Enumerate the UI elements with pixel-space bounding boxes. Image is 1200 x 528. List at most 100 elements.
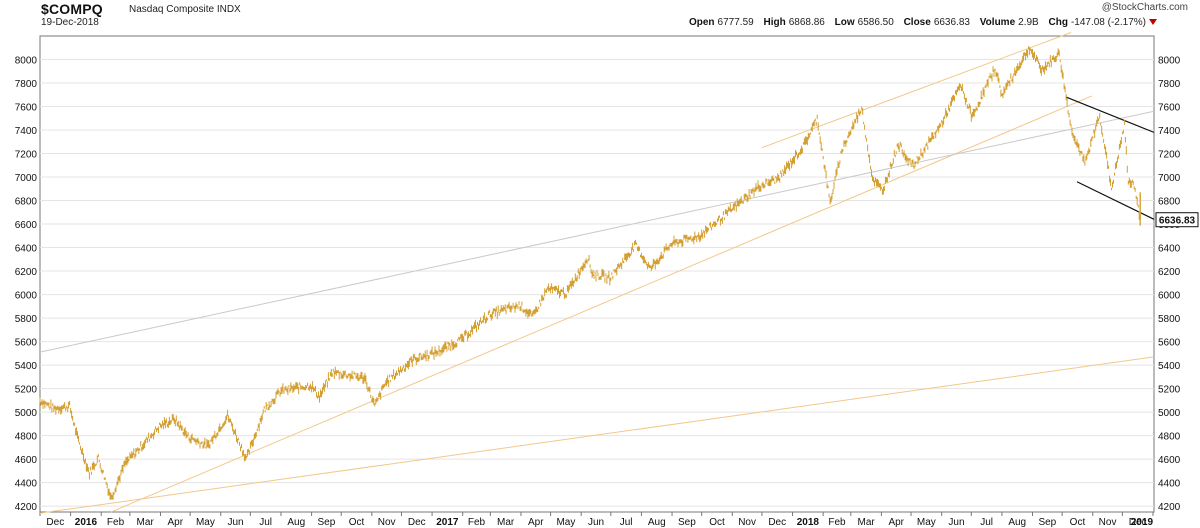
x-tick-label: Aug: [1008, 517, 1026, 528]
close-value: 6636.83: [933, 17, 970, 28]
low-value: 6586.50: [857, 17, 894, 28]
channel-line: [1065, 96, 1155, 133]
y-tick-label-right: 7400: [1158, 126, 1181, 137]
x-tick-label: Feb: [107, 517, 125, 528]
y-tick-label-left: 7200: [15, 150, 38, 161]
x-tick-label: Jul: [980, 517, 993, 528]
low-label: Low: [834, 17, 855, 28]
y-tick-label-right: 8000: [1158, 56, 1181, 67]
x-tick-label: Oct: [709, 517, 725, 528]
x-tick-label: Jul: [620, 517, 633, 528]
x-tick-label: 2019: [1131, 517, 1154, 528]
x-tick-label: Dec: [46, 517, 64, 528]
y-tick-label-left: 4200: [15, 502, 38, 513]
x-tick-label: Mar: [858, 517, 876, 528]
x-tick-label: Jun: [948, 517, 964, 528]
y-tick-label-right: 6200: [1158, 267, 1181, 278]
y-tick-label-left: 6200: [15, 267, 38, 278]
x-tick-label: 2016: [75, 517, 98, 528]
brand-at: @: [1101, 2, 1112, 13]
last-price-value: 6636.83: [1159, 216, 1196, 227]
y-tick-label-right: 5200: [1158, 385, 1181, 396]
open-label: Open: [688, 17, 715, 28]
trendline: [39, 110, 1155, 353]
y-tick-label-left: 5400: [15, 361, 38, 372]
brand-label: @StockCharts.com: [1102, 2, 1188, 13]
close-label: Close: [903, 17, 931, 28]
y-tick-label-right: 7200: [1158, 150, 1181, 161]
y-tick-label-left: 6800: [15, 197, 38, 208]
x-tick-label: Jul: [259, 517, 272, 528]
chart-date: 19-Dec-2018: [41, 17, 99, 28]
high-label: High: [763, 17, 786, 28]
x-tick-label: May: [556, 517, 575, 528]
x-tick-label: Oct: [1070, 517, 1086, 528]
y-tick-label-right: 7600: [1158, 103, 1181, 114]
x-tick-label: 2018: [797, 517, 820, 528]
y-tick-label-left: 5200: [15, 385, 38, 396]
y-tick-label-left: 7000: [15, 173, 38, 184]
x-tick-label: Jun: [588, 517, 604, 528]
down-arrow-icon: [1149, 19, 1157, 26]
plot-frame: [39, 35, 1155, 513]
y-tick-label-right: 5400: [1158, 361, 1181, 372]
ohlc-readout: Open 6777.59 High 6868.86 Low 6586.50 Close…: [689, 17, 1157, 28]
y-tick-label-left: 5800: [15, 314, 38, 325]
symbol-description: Nasdaq Composite INDX: [129, 4, 241, 15]
x-tick-label: Apr: [168, 517, 184, 528]
y-tick-label-left: 6600: [15, 220, 38, 231]
y-tick-label-right: 7800: [1158, 79, 1181, 90]
price-bars: [39, 46, 1141, 500]
y-tick-label-left: 8000: [15, 56, 38, 67]
x-tick-label: May: [917, 517, 936, 528]
y-tick-label-left: 4800: [15, 432, 38, 443]
channel-line: [1076, 181, 1155, 220]
x-tick-label: May: [196, 517, 215, 528]
symbol-title: $COMPQ: [41, 1, 103, 17]
y-tick-label-right: 4800: [1158, 432, 1181, 443]
y-tick-label-left: 6000: [15, 291, 38, 302]
x-tick-label: Nov: [378, 517, 396, 528]
last-price-tag: [1155, 212, 1199, 228]
trendline: [110, 95, 1092, 513]
y-tick-label-right: 4600: [1158, 455, 1181, 466]
x-tick-label: Sep: [318, 517, 336, 528]
open-value: 6777.59: [717, 17, 754, 28]
y-tick-label-right: 4200: [1158, 502, 1181, 513]
y-tick-label-left: 6400: [15, 244, 38, 255]
y-tick-label-left: 7400: [15, 126, 38, 137]
chg-label: Chg: [1048, 17, 1068, 28]
y-tick-label-left: 5000: [15, 408, 38, 419]
x-tick-label: 2017: [436, 517, 459, 528]
x-tick-label: Sep: [678, 517, 696, 528]
y-tick-label-left: 4400: [15, 479, 38, 490]
x-tick-label: Apr: [888, 517, 904, 528]
price-series: [39, 46, 1141, 500]
x-tick-label: Mar: [137, 517, 155, 528]
y-tick-label-right: 5600: [1158, 338, 1181, 349]
high-value: 6868.86: [788, 17, 825, 28]
y-tick-label-right: 6800: [1158, 197, 1181, 208]
x-tick-label: Jun: [227, 517, 243, 528]
volume-value: 2.9B: [1018, 17, 1039, 28]
brand-name: StockCharts.com: [1111, 2, 1188, 13]
x-tick-label: Aug: [287, 517, 305, 528]
x-tick-label: Dec: [768, 517, 786, 528]
y-tick-label-right: 6400: [1158, 244, 1181, 255]
y-tick-label-right: 4400: [1158, 479, 1181, 490]
y-tick-label-left: 7800: [15, 79, 38, 90]
volume-label: Volume: [979, 17, 1016, 28]
trendline: [39, 356, 1155, 514]
x-tick-label: Nov: [1099, 517, 1117, 528]
y-tick-label-left: 5600: [15, 338, 38, 349]
x-tick-label: Mar: [497, 517, 515, 528]
chg-value: -147.08 (-2.17%): [1070, 17, 1146, 28]
x-tick-label: Dec: [408, 517, 426, 528]
y-tick-label-right: 5800: [1158, 314, 1181, 325]
x-tick-label: Apr: [528, 517, 544, 528]
y-tick-label-right: 5000: [1158, 408, 1181, 419]
y-tick-label-left: 7600: [15, 103, 38, 114]
chart-header: $COMPQ Nasdaq Composite INDX 19-Dec-2018…: [0, 0, 1200, 40]
x-tick-label: Sep: [1038, 517, 1056, 528]
